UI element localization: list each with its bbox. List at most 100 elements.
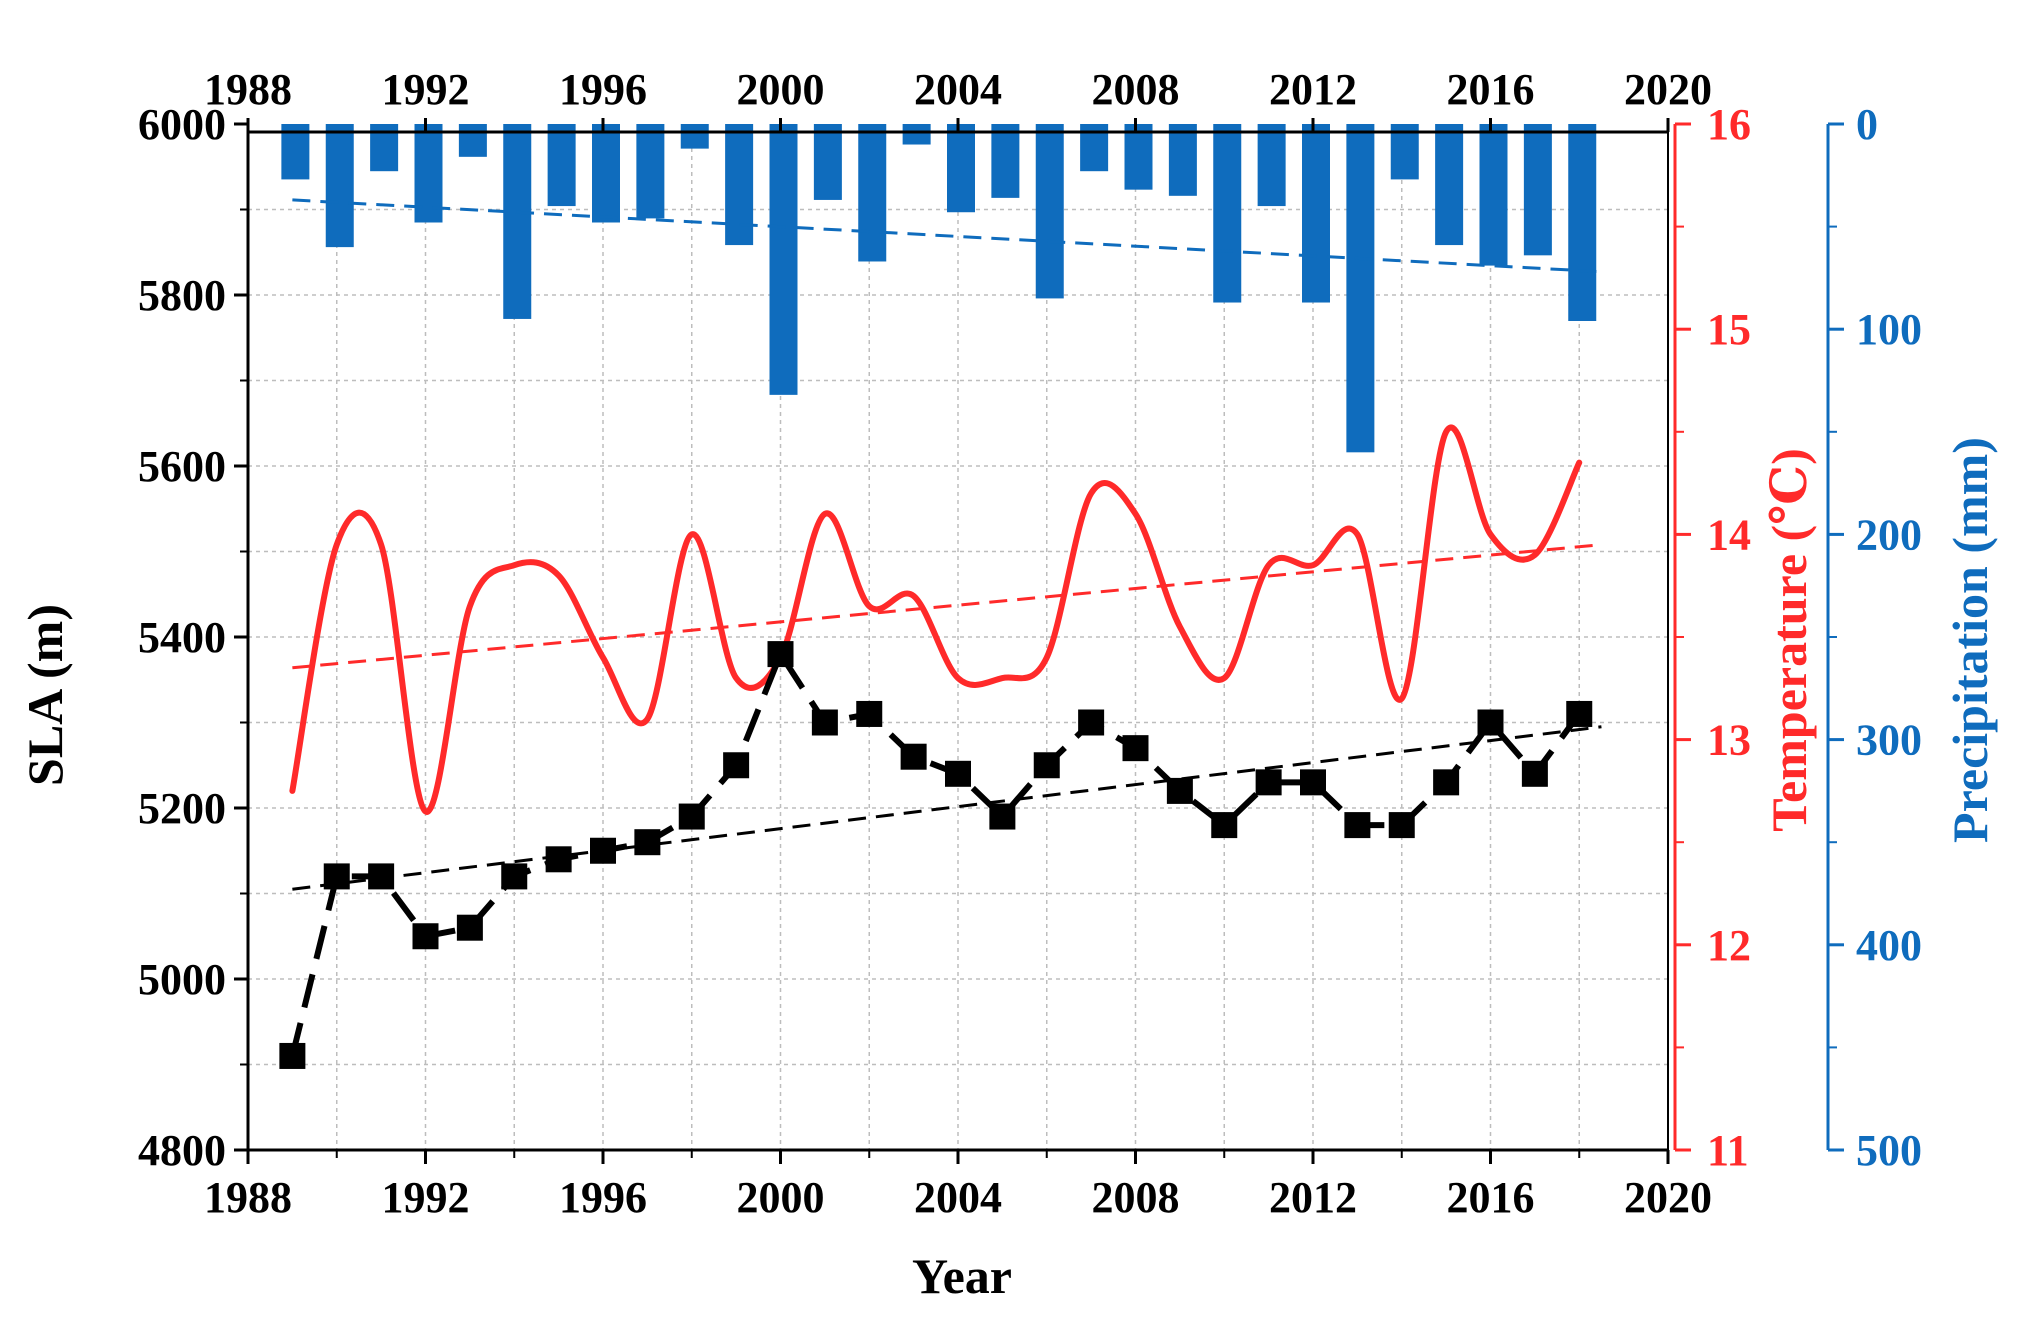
x-tick-label-top: 2008: [1092, 65, 1180, 114]
precipitation-tick-label: 300: [1856, 716, 1922, 765]
x-tick-label-bottom: 2012: [1269, 1173, 1357, 1222]
precipitation-bar: [1479, 124, 1508, 266]
precipitation-bar: [991, 124, 1020, 198]
x-tick-label-bottom: 2004: [914, 1173, 1002, 1222]
sla-marker: [323, 863, 350, 890]
precipitation-bar: [1523, 124, 1552, 256]
precipitation-bar: [1568, 124, 1597, 321]
x-tick-label-bottom: 1988: [204, 1173, 292, 1222]
precipitation-bar: [592, 124, 620, 223]
sla-marker: [1388, 812, 1415, 839]
x-tick-label-bottom: 1992: [382, 1173, 470, 1222]
precipitation-bar: [1124, 124, 1153, 190]
x-tick-label-top: 1992: [382, 65, 470, 114]
sla-marker: [989, 803, 1016, 830]
precipitation-bar: [1168, 124, 1197, 196]
temperature-axis-title: Temperature (℃): [1761, 448, 1817, 831]
temperature-line: [289, 424, 1583, 815]
sla-tick-label: 6000: [138, 100, 226, 149]
sla-marker: [1255, 769, 1282, 796]
sla-marker: [634, 829, 661, 856]
x-axis-title: Year: [912, 1248, 1012, 1304]
x-tick-label-top: 2004: [914, 65, 1002, 114]
x-tick-label-bottom: 2016: [1447, 1173, 1535, 1222]
sla-marker: [856, 700, 883, 727]
precipitation-bar: [1257, 124, 1286, 207]
precipitation-bar: [902, 124, 931, 145]
temperature-trend-line: [292, 543, 1602, 670]
sla-marker: [279, 1042, 306, 1069]
sla-marker: [1433, 769, 1460, 796]
sla-tick-label: 5200: [138, 784, 226, 833]
precipitation-bar: [458, 124, 487, 157]
x-tick-label-top: 1996: [559, 65, 647, 114]
temperature-tick-label: 12: [1707, 921, 1751, 970]
precipitation-tick-label: 100: [1856, 305, 1922, 354]
temperature-series: [289, 424, 1583, 815]
precipitation-bar: [1346, 124, 1375, 453]
precipitation-bar: [813, 124, 842, 200]
precipitation-tick-label: 400: [1856, 921, 1922, 970]
precipitation-bar: [325, 124, 354, 248]
temperature-tick-label: 13: [1707, 716, 1751, 765]
sla-marker: [412, 923, 439, 950]
sla-trend-line: [292, 725, 1602, 891]
sla-tick-label: 5400: [138, 613, 226, 662]
x-tick-label-bottom: 2008: [1092, 1173, 1180, 1222]
sla-marker: [900, 743, 927, 770]
precipitation-axis-title: Precipitation (mm): [1942, 437, 1998, 843]
sla-marker: [545, 846, 572, 873]
precipitation-bar: [1435, 124, 1464, 246]
precipitation-bar: [947, 124, 975, 213]
precipitation-bar: [1302, 124, 1330, 303]
sla-marker: [678, 803, 705, 830]
precipitation-bar: [547, 124, 576, 207]
sla-axis-title: SLA (m): [17, 604, 73, 786]
sla-marker: [767, 641, 794, 668]
x-tick-label-top: 2020: [1624, 65, 1712, 114]
sla-marker: [1122, 735, 1149, 762]
temperature-tick-label: 15: [1707, 305, 1751, 354]
sla-tick-label: 5800: [138, 271, 226, 320]
temperature-tick-label: 16: [1707, 100, 1751, 149]
precipitation-tick-label: 200: [1856, 510, 1922, 559]
sla-marker: [1477, 709, 1504, 736]
sla-marker: [811, 709, 838, 736]
sla-line: [289, 647, 1582, 1057]
x-tick-label-bottom: 2000: [737, 1173, 825, 1222]
x-tick-label-bottom: 2020: [1624, 1173, 1712, 1222]
sla-marker: [1521, 760, 1548, 787]
x-tick-label-bottom: 1996: [559, 1173, 647, 1222]
precipitation-bar: [680, 124, 709, 149]
sla-marker: [1166, 777, 1193, 804]
sla-marker: [501, 863, 528, 890]
precipitation-bar: [725, 124, 754, 246]
precipitation-bar: [636, 124, 665, 219]
temperature-tick-label: 11: [1707, 1126, 1749, 1175]
sla-marker: [723, 752, 750, 779]
x-tick-label-top: 2000: [737, 65, 825, 114]
precipitation-tick-label: 0: [1856, 100, 1878, 149]
sla-marker: [590, 837, 616, 864]
precipitation-bar: [769, 124, 798, 395]
sla-marker: [1566, 700, 1593, 727]
x-tick-label-top: 1988: [204, 65, 292, 114]
precipitation-trend-line: [292, 198, 1602, 274]
axes: 1988198819921992199619962000200020042004…: [138, 65, 1922, 1222]
precipitation-bar: [858, 124, 887, 262]
sla-series: [279, 641, 1593, 1069]
sla-marker: [1344, 812, 1371, 839]
temperature-tick-label: 14: [1707, 510, 1751, 559]
sla-marker: [1033, 752, 1060, 779]
sla-tick-label: 5600: [138, 442, 226, 491]
sla-marker: [945, 760, 971, 787]
trend-lines: [292, 198, 1602, 891]
precipitation-bar: [503, 124, 532, 319]
sla-marker: [368, 863, 395, 890]
precipitation-bars: [281, 124, 1597, 453]
precipitation-bar: [1035, 124, 1064, 299]
sla-marker: [1211, 812, 1238, 839]
sla-tick-label: 4800: [138, 1126, 226, 1175]
sla-marker: [1078, 709, 1105, 736]
